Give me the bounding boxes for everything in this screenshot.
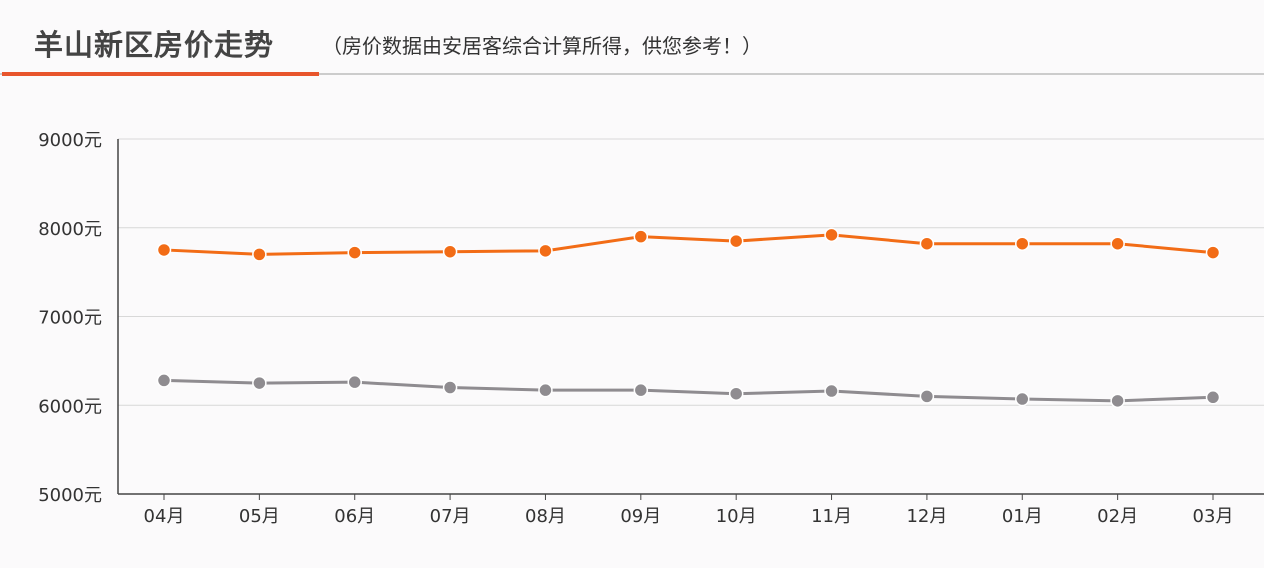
data-point	[1015, 391, 1030, 407]
data-point	[1110, 236, 1125, 251]
data-point	[633, 382, 649, 398]
x-tick-label: 05月	[239, 506, 280, 527]
data-point	[252, 247, 267, 262]
y-tick-label: 8000元	[38, 219, 102, 240]
data-point	[1205, 245, 1221, 260]
page-subtitle: （房价数据由安居客综合计算所得，供您参考！）	[322, 34, 762, 58]
data-point	[156, 373, 172, 388]
x-tick-label: 02月	[1097, 506, 1138, 527]
data-point	[538, 243, 553, 259]
series-line-1	[163, 378, 1214, 403]
y-tick-label: 6000元	[38, 396, 102, 417]
data-point	[347, 374, 362, 390]
data-point	[347, 245, 362, 260]
header-accent-bar	[2, 72, 319, 76]
data-point	[824, 227, 839, 243]
header-divider	[0, 73, 1264, 75]
x-tick-label: 07月	[430, 506, 471, 527]
data-point	[538, 382, 553, 398]
data-point	[728, 386, 744, 401]
x-tick-label: 03月	[1193, 506, 1234, 527]
page-title: 羊山新区房价走势	[34, 28, 275, 62]
x-tick-label: 06月	[334, 506, 375, 527]
x-tick-label: 11月	[811, 506, 852, 527]
data-point	[633, 229, 649, 244]
data-point	[156, 242, 172, 258]
data-point	[442, 380, 458, 395]
y-tick-label: 7000元	[38, 308, 102, 329]
data-point	[1110, 393, 1125, 409]
x-tick-label: 12月	[906, 506, 947, 527]
data-point	[1015, 236, 1030, 251]
data-point	[919, 389, 935, 404]
x-tick-label: 01月	[1002, 506, 1043, 527]
data-point	[1205, 390, 1221, 405]
data-point	[728, 233, 744, 249]
y-tick-label: 5000元	[38, 485, 102, 506]
x-tick-label: 09月	[620, 506, 661, 527]
x-tick-label: 08月	[525, 506, 566, 527]
series-line-0	[163, 233, 1214, 256]
data-point	[442, 244, 458, 259]
x-tick-label: 04月	[144, 506, 185, 527]
data-point	[824, 383, 839, 399]
x-tick-label: 10月	[716, 506, 757, 527]
data-point	[919, 236, 935, 251]
y-tick-label: 9000元	[38, 130, 102, 151]
data-point	[252, 375, 267, 391]
